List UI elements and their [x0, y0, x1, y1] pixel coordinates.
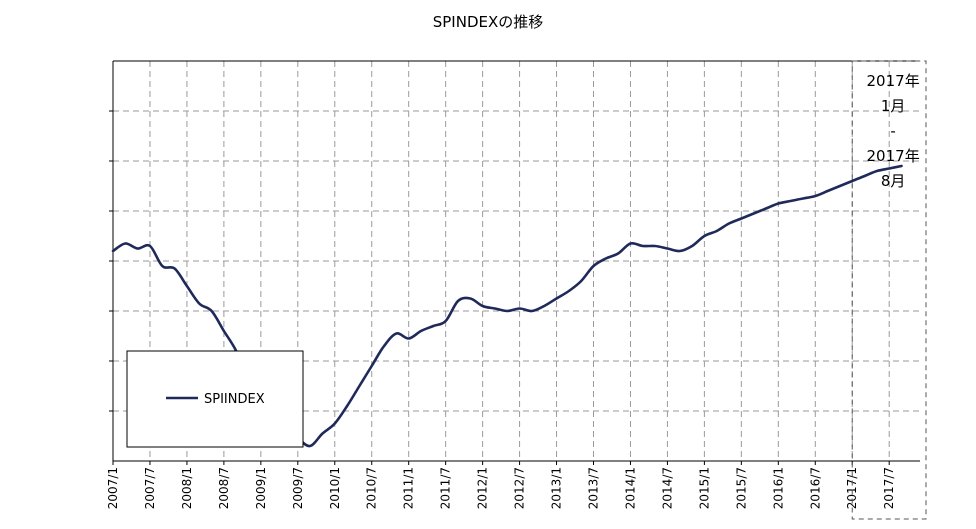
axis-layer	[109, 60, 920, 465]
x-tick-label: 2011/7	[439, 467, 453, 509]
annotation-rect	[851, 60, 927, 520]
x-tick-label: 2009/1	[254, 467, 268, 509]
x-tick-label: 2008/1	[180, 467, 194, 509]
x-tick-label: 2017/1	[845, 467, 859, 509]
legend-label: SPIINDEX	[204, 392, 265, 407]
x-tick-label: 2007/7	[143, 467, 157, 509]
x-tick-label: 2014/7	[660, 467, 674, 509]
x-tick-label: 2010/7	[365, 467, 379, 509]
annotation-text-line: -	[890, 122, 895, 140]
x-tick-labels: 2007/1 2007/7 2008/1 2008/7 2009/1 2009/7 2010…	[106, 467, 896, 509]
annotation-box: 2017年 1月 - 2017年 8月	[851, 60, 927, 520]
x-tick-label: 2008/7	[217, 467, 231, 509]
annotation-text-line: 1月	[881, 97, 906, 115]
x-tick-label: 2011/1	[402, 467, 416, 509]
x-tick-label: 2010/1	[328, 467, 342, 509]
x-tick-label: 2015/1	[697, 467, 711, 509]
x-tick-label: 2012/7	[513, 467, 527, 509]
chart-title: SPINDEXの推移	[432, 13, 544, 31]
x-tick-label: 2015/7	[734, 467, 748, 509]
x-tick-label: 2014/1	[623, 467, 637, 509]
annotation-text-line: 8月	[881, 172, 906, 190]
annotation-text-line: 2017年	[867, 147, 920, 165]
x-tick-label: 2012/1	[476, 467, 490, 509]
x-tick-label: 2013/1	[550, 467, 564, 509]
x-tick-label: 2013/7	[587, 467, 601, 509]
x-tick-label: 2016/7	[808, 467, 822, 509]
x-tick-label: 2017/7	[882, 467, 896, 509]
x-tick-label: 2016/1	[771, 467, 785, 509]
x-tick-label: 2009/7	[291, 467, 305, 509]
legend-box	[126, 350, 304, 448]
annotation-text-line: 2017年	[867, 72, 920, 90]
legend[interactable]: SPIINDEX	[126, 350, 304, 448]
x-tick-label: 2007/1	[106, 467, 120, 509]
